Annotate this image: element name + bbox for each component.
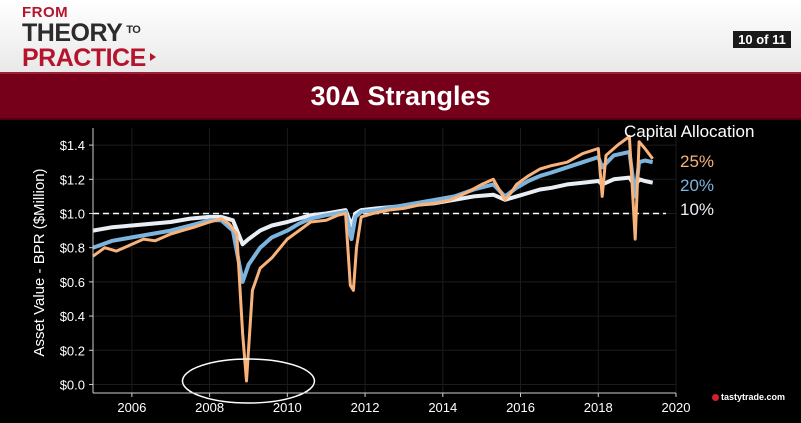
play-arrow-icon: [149, 53, 156, 61]
x-tick-label: 2010: [273, 400, 302, 415]
page-counter: 10 of 11: [733, 31, 791, 48]
annotation-layer: [181, 358, 316, 404]
y-tick-label: $1.2: [60, 172, 85, 187]
x-tick-label: 2012: [351, 400, 380, 415]
line-chart: $0.0 $0.2 $0.4 $0.6 $0.8 $1.0 $1.2 $1.4 2006 2008…: [31, 128, 691, 415]
logo-line-from: FROM: [22, 4, 69, 21]
logo-line-theory: THEORY TO: [22, 19, 141, 48]
legend-title: Capital Allocation: [624, 122, 755, 141]
logo-word-theory: THEORY: [22, 19, 123, 47]
y-axis-label: Asset Value - BPR ($Million): [31, 168, 48, 356]
logo-word-practice: PRACTICE: [22, 44, 146, 72]
y-tick-label: $0.6: [60, 275, 85, 290]
gridlines: [93, 128, 677, 393]
x-tick-label: 2018: [584, 400, 613, 415]
logo-word-to: TO: [126, 24, 141, 36]
y-tick-label: $0.2: [60, 343, 85, 358]
x-tick-label: 2016: [506, 400, 535, 415]
brand-suffix: .com: [764, 392, 786, 402]
slide-title: 30Δ Strangles: [310, 81, 491, 111]
axes: $0.0 $0.2 $0.4 $0.6 $0.8 $1.0 $1.2 $1.4 2006 2008…: [60, 128, 691, 415]
legend-item-25-percent: 25%: [680, 152, 715, 171]
tastytrade-logo: tastytrade.com: [712, 392, 785, 402]
y-tick-label: $0.4: [60, 309, 85, 324]
cherry-icon: [712, 394, 719, 401]
annotation-ellipse: [181, 358, 316, 404]
x-tick-label: 2008: [195, 400, 224, 415]
y-tick-label: $0.0: [60, 377, 85, 392]
x-tick-label: 2014: [428, 400, 457, 415]
x-tick-label: 2020: [662, 400, 691, 415]
chart-area: $0.0 $0.2 $0.4 $0.6 $0.8 $1.0 $1.2 $1.4 2006 2008…: [0, 120, 801, 423]
series-layer: [92, 135, 654, 383]
title-banner: 30Δ Strangles: [0, 72, 801, 120]
y-tick-label: $1.0: [60, 206, 85, 221]
legend-item-20-percent: 20%: [680, 176, 715, 195]
y-tick-label: $0.8: [60, 241, 85, 256]
y-tick-label: $1.4: [60, 138, 85, 153]
header-bar: FROM THEORY TO PRACTICE 10 of 11: [0, 0, 801, 72]
series-line-25-percent: [92, 135, 654, 383]
x-tick-label: 2006: [117, 400, 146, 415]
logo-line-practice: PRACTICE: [22, 44, 156, 73]
brand-name: tastytrade: [721, 392, 765, 402]
series-line-20-percent: [92, 149, 654, 284]
legend-item-10-percent: 10%: [680, 200, 715, 219]
